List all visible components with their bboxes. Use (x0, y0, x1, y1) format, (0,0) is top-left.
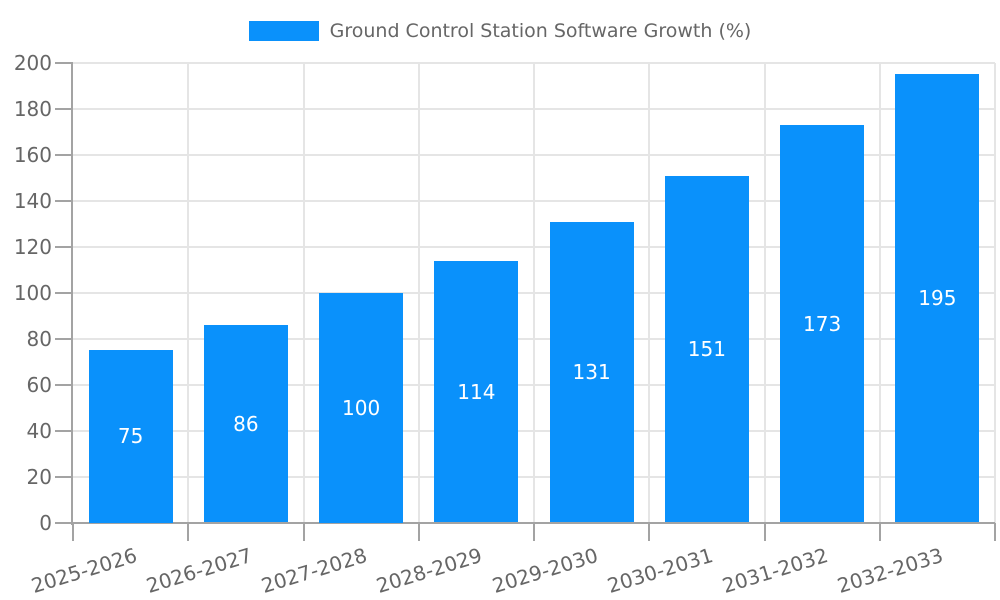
x-tick-mark (417, 522, 420, 541)
gridline-vertical (763, 63, 766, 523)
y-tick-mark (55, 199, 73, 202)
bar-value-label: 173 (803, 311, 842, 336)
y-tick-mark (55, 337, 73, 340)
x-axis-tick-label: 2029-2030 (489, 543, 601, 598)
gridline-vertical (994, 63, 996, 523)
x-tick-mark (763, 522, 766, 541)
bar-value-label: 86 (233, 411, 259, 436)
y-tick-mark (55, 245, 73, 248)
x-axis-tick-label: 2028-2029 (373, 543, 486, 598)
y-tick-mark (55, 475, 73, 478)
y-axis-tick-label: 80 (26, 326, 52, 351)
x-tick-mark (648, 522, 651, 541)
y-tick-mark (55, 429, 73, 432)
x-axis-tick-label: 2032-2033 (834, 543, 947, 598)
x-axis-tick-label: 2025-2026 (28, 543, 140, 598)
gridline-vertical (878, 63, 881, 523)
x-tick-mark (302, 522, 305, 541)
x-tick-mark (72, 522, 74, 541)
gridline-vertical (533, 63, 535, 523)
bar[interactable] (434, 260, 519, 523)
bar-value-label: 131 (572, 360, 611, 384)
y-axis-tick-label: 140 (13, 188, 52, 213)
legend-swatch (248, 21, 319, 41)
x-tick-mark (187, 522, 190, 541)
bar-value-label: 151 (687, 337, 726, 362)
bar[interactable] (780, 125, 865, 523)
bar[interactable] (203, 324, 288, 523)
bar-value-label: 100 (342, 395, 381, 420)
bar[interactable] (549, 221, 634, 523)
y-axis-tick-label: 180 (13, 96, 52, 121)
x-tick-mark (994, 522, 996, 541)
legend-label: Ground Control Station Software Growth (… (329, 20, 752, 42)
y-axis-tick-label: 0 (39, 510, 52, 535)
bar-value-label: 75 (117, 424, 144, 449)
bar-value-label: 195 (918, 286, 957, 311)
x-tick-mark (533, 522, 535, 541)
y-axis-tick-label: 40 (26, 418, 52, 443)
x-tick-mark (878, 522, 881, 541)
y-axis-tick-label: 20 (26, 464, 52, 489)
y-axis-tick-label: 160 (13, 142, 52, 167)
x-axis-tick-label: 2030-2031 (604, 543, 716, 598)
x-axis-tick-label: 2031-2032 (719, 543, 831, 598)
y-tick-mark (55, 107, 73, 110)
bar-value-label: 114 (457, 379, 496, 404)
legend[interactable]: Ground Control Station Software Growth (… (0, 20, 1000, 42)
gridline-vertical (187, 63, 190, 523)
y-axis-tick-label: 200 (13, 51, 52, 75)
y-axis-tick-label: 60 (26, 372, 52, 397)
x-axis-tick-label: 2027-2028 (258, 543, 370, 598)
bar[interactable] (319, 292, 404, 523)
gridline-vertical (648, 63, 651, 523)
bar[interactable] (895, 74, 980, 523)
bar[interactable] (88, 350, 173, 523)
y-axis-tick-label: 100 (13, 280, 52, 305)
y-tick-mark (55, 291, 73, 294)
y-tick-mark (55, 521, 73, 524)
y-tick-mark (55, 153, 73, 156)
x-axis-line (71, 521, 995, 524)
y-tick-mark (55, 383, 73, 386)
x-axis-tick-label: 2026-2027 (143, 543, 255, 598)
gridline-vertical (417, 63, 420, 523)
y-tick-mark (55, 62, 73, 64)
y-axis-tick-label: 120 (13, 234, 52, 259)
y-axis-line (71, 63, 73, 525)
bar[interactable] (664, 175, 749, 523)
gridline-vertical (302, 63, 305, 523)
